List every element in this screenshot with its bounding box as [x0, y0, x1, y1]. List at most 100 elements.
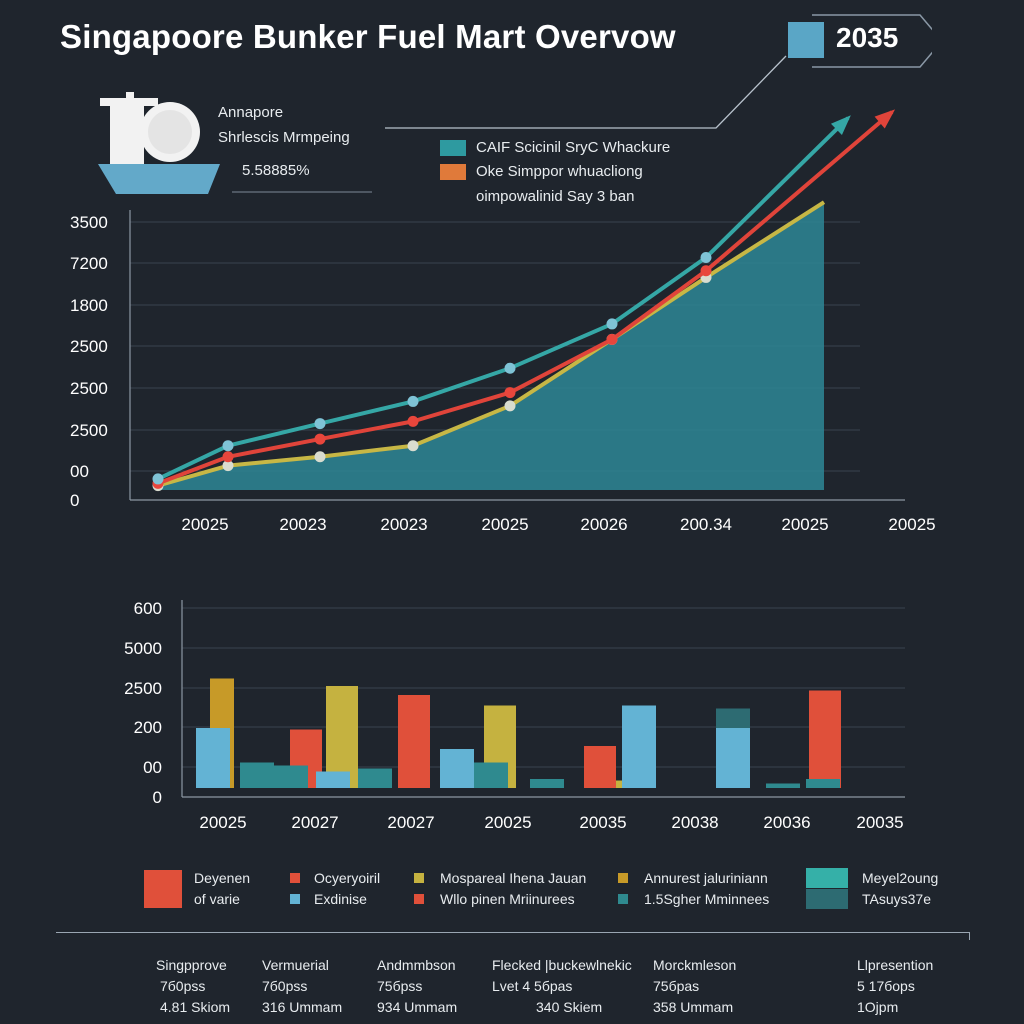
- bottom-legend-5-line2: TAsuys37e: [862, 891, 931, 907]
- footer-col-2: Vermuerial 7б0pss 316 Ummam: [262, 955, 342, 1018]
- bottom-legend-4-line2: 1.5Sgher Mminnees: [644, 891, 770, 907]
- bar-chart-x-tick-label: 20035: [856, 813, 903, 832]
- bar-chart-y-tick-label: 5000: [124, 639, 162, 658]
- line-chart-x-tick-label: 20023: [380, 515, 427, 534]
- bar-teal_low: [806, 779, 840, 788]
- line-series-teal-point: [407, 395, 419, 407]
- line-chart-area-fill: [158, 202, 824, 490]
- bottom-legend-swatch-2b: [290, 894, 300, 904]
- bottom-legend-swatch-5a: [806, 868, 848, 888]
- line-series-red-point: [222, 451, 234, 463]
- info-line-3: 5.58885%: [242, 162, 310, 179]
- bar-chart-y-tick-label: 0: [153, 788, 162, 807]
- footer-col-2-l2: 316 Ummam: [262, 999, 343, 1015]
- year-badge-outline: [812, 14, 932, 68]
- bottom-legend-2-line1: Ocyeryoiril: [314, 870, 381, 886]
- line-chart-x-tick-label: 20025: [481, 515, 528, 534]
- bar-blue: [440, 749, 474, 788]
- line-series-red: [157, 110, 894, 486]
- line-chart-x-tick-label: 20026: [580, 515, 627, 534]
- bar-blue: [316, 771, 350, 788]
- line-chart-x-tick-label: 200.34: [680, 515, 732, 534]
- bar-chart-x-tick-label: 20036: [763, 813, 810, 832]
- bar-blue: [622, 705, 656, 788]
- info-line-2: Shrlescis Mrmpeing: [218, 129, 350, 146]
- legend-label-1: CAIF Scicinil SryC Whackure: [476, 139, 671, 156]
- line-series-yellow-point: [314, 451, 326, 463]
- legend-swatch-orange: [440, 164, 466, 180]
- year-badge-label[interactable]: 2035: [836, 22, 899, 53]
- footer-col-3-head: Andmmbson: [377, 957, 456, 973]
- line-series-red-arrowhead: [874, 109, 896, 129]
- line-series-yellow-point: [504, 400, 516, 412]
- ship-icon: [98, 92, 220, 194]
- bar-blue: [716, 728, 750, 788]
- bar-chart-x-tick-label: 20025: [199, 813, 246, 832]
- bar-chart-y-tick-label: 600: [134, 599, 162, 618]
- bar-chart-x-tick-label: 20027: [291, 813, 338, 832]
- bottom-legend-2-line2: Exdinise: [314, 891, 367, 907]
- year-color-swatch: [788, 22, 824, 58]
- line-chart-y-tick-label: 7200: [70, 254, 108, 273]
- footer-divider: [56, 932, 970, 933]
- info-line-1: Annapore: [218, 104, 284, 121]
- footer-col-3: Andmmbson 75бpss 934 Ummam: [377, 955, 457, 1018]
- line-chart-y-tick-label: 2500: [70, 337, 108, 356]
- line-series-red-point: [700, 265, 712, 277]
- bottom-legend-swatch-5b: [806, 889, 848, 909]
- bar-red: [809, 690, 841, 788]
- line-series-teal-point: [700, 252, 712, 263]
- line-series-red-point: [314, 433, 326, 445]
- footer-col-4-l1: Lvet 4 5бpas: [492, 978, 573, 994]
- bar-chart-x-tick-label: 20038: [671, 813, 718, 832]
- bottom-legend-swatch-3b: [414, 894, 424, 904]
- line-series-yellow-point: [222, 460, 234, 472]
- bar-red: [584, 746, 616, 788]
- footer-col-6-head: Llpresention: [857, 957, 934, 973]
- footer-col-4-head: Flecked |buckewlnekic: [492, 957, 632, 973]
- bar-teal_low: [274, 765, 308, 788]
- bottom-legend-3-line2: Wllo pinen Mriinurees: [440, 891, 575, 907]
- page-title: Singapoore Bunker Fuel Mart Overvow: [60, 18, 676, 55]
- bar-teal_low: [474, 762, 508, 788]
- line-series-teal-point: [606, 318, 618, 330]
- bar-chart-y-tick-label: 00: [143, 758, 162, 777]
- footer-col-1-l1: 7б0pss: [160, 978, 206, 994]
- line-series-yellow: [157, 200, 826, 488]
- bar-yellow: [326, 686, 358, 788]
- line-series-teal-point: [222, 440, 234, 452]
- line-chart-y-tick-label: 00: [70, 462, 89, 481]
- bottom-legend-5-line1: Meyel2oung: [862, 870, 939, 886]
- bottom-legend-4-line1: Annurest jaluriniann: [644, 870, 768, 886]
- legend-label-3: oimpowalinid Say 3 ban: [476, 188, 635, 205]
- bar-chart-x-tick-label: 20027: [387, 813, 434, 832]
- line-chart-x-tick-label: 20025: [181, 515, 228, 534]
- footer-col-6-l2: 1Ојpm: [857, 999, 899, 1015]
- footer-divider-tick: [969, 932, 970, 940]
- bottom-legend-swatch-1: [144, 870, 182, 908]
- bar-teal_low: [766, 783, 800, 788]
- footer-col-1-head: Singpprove: [156, 957, 227, 973]
- bar-chart-x-tick-label: 20035: [579, 813, 626, 832]
- bar-blue: [196, 728, 230, 788]
- line-chart-y-tick-label: 3500: [70, 213, 108, 232]
- bottom-legend-1-line2: of varie: [194, 891, 240, 907]
- bottom-legend-1-line1: Deyenen: [194, 870, 251, 886]
- footer-col-2-l1: 7б0pss: [262, 978, 308, 994]
- bar-red: [398, 695, 430, 788]
- bar-chart-x-tick-label: 20025: [484, 813, 531, 832]
- footer-col-4-l2: 340 Skiem: [536, 999, 603, 1015]
- bottom-legend-3-line1: Mospareal Ihena Jauan: [440, 870, 587, 886]
- line-chart-y-tick-label: 2500: [70, 379, 108, 398]
- line-chart-y-tick-label: 0: [70, 491, 79, 510]
- line-chart-x-tick-label: 20023: [279, 515, 326, 534]
- bar-teal_low: [358, 768, 392, 788]
- line-series-teal: [157, 116, 850, 481]
- bar-teal_low: [240, 762, 274, 788]
- footer-col-2-head: Vermuerial: [262, 957, 329, 973]
- bottom-legend-swatch-2a: [290, 873, 300, 883]
- footer-col-3-l2: 934 Ummam: [377, 999, 458, 1015]
